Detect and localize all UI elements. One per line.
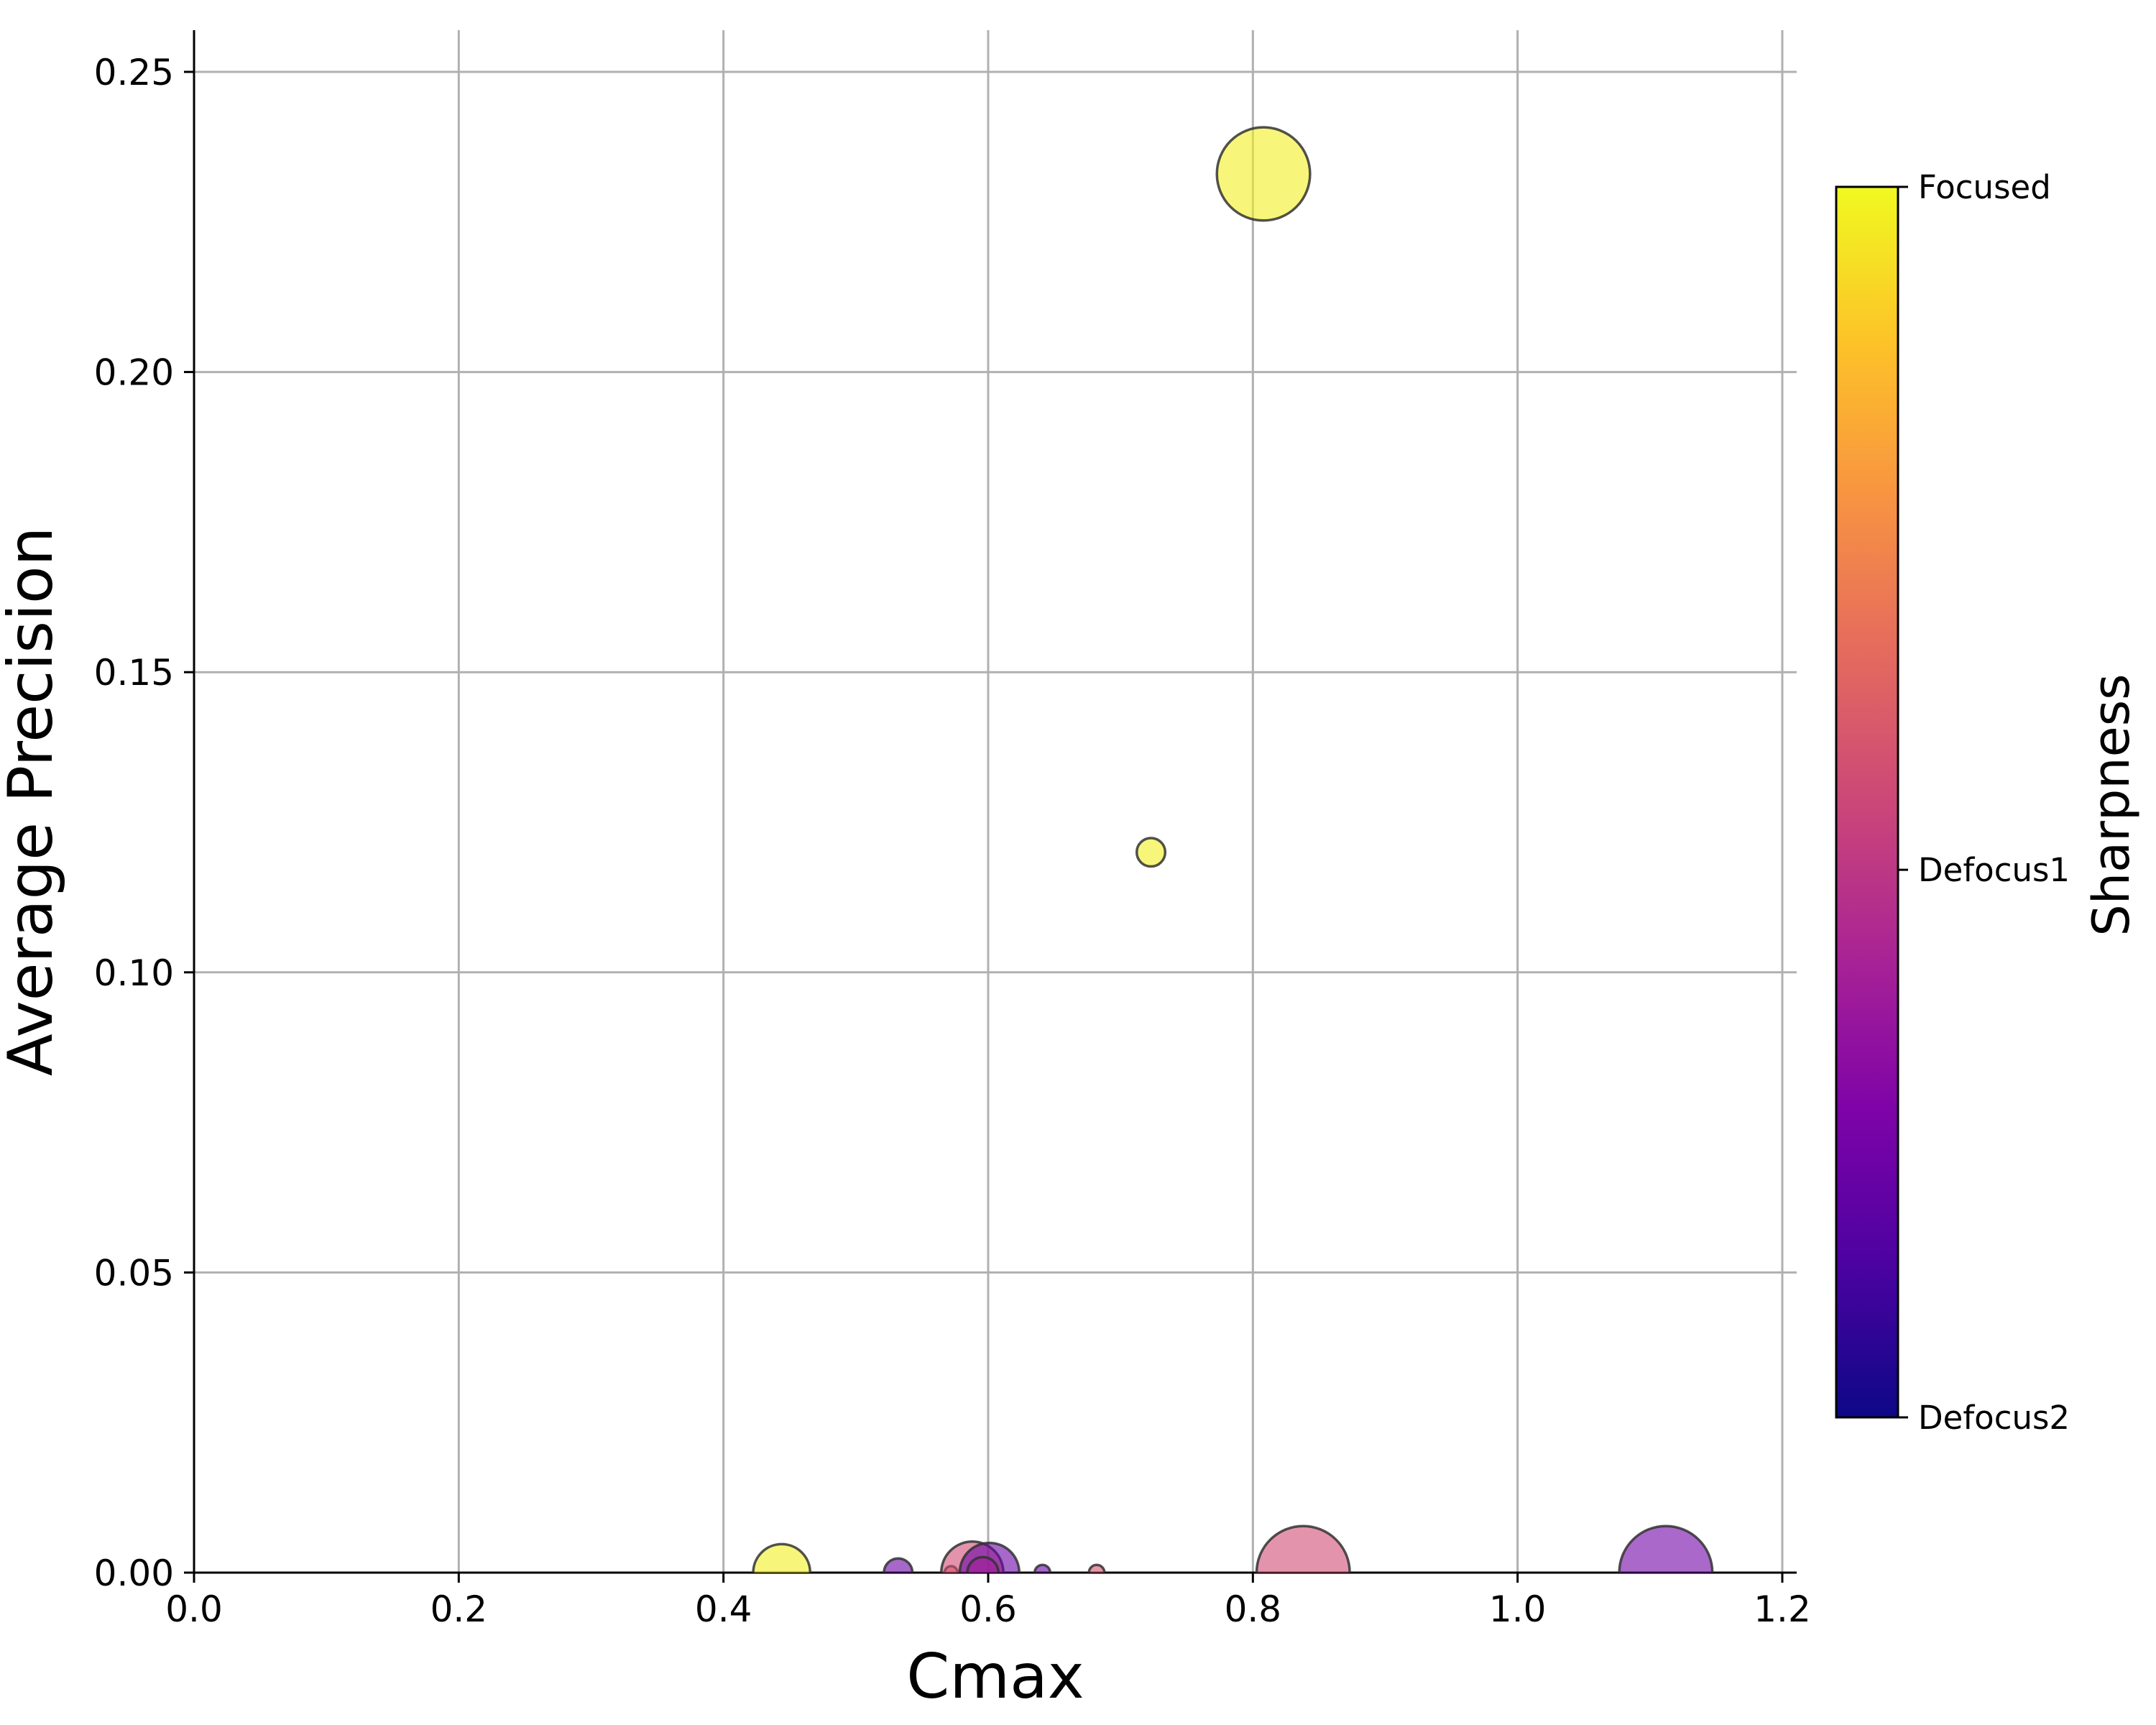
- x-tick-label: 0.4: [695, 1588, 752, 1630]
- colorbar: Focused Defocus1 Defocus2 Sharpness: [1835, 168, 2141, 1437]
- x-tick-label: 1.2: [1754, 1588, 1811, 1630]
- colorbar-title: Sharpness: [2082, 673, 2141, 936]
- data-point: [1087, 1563, 1106, 1573]
- data-point: [1255, 1524, 1351, 1573]
- axes: [193, 30, 1797, 1574]
- x-axis-title: Cmax: [906, 1641, 1084, 1713]
- data-point: [1215, 126, 1312, 222]
- y-tick-label: 0.25: [94, 52, 174, 93]
- data-point: [883, 1557, 914, 1573]
- data-point: [1618, 1524, 1714, 1573]
- tick-labels: 0.0 0.2 0.4 0.6 0.8 1.0 1.2 0.00 0.05 0.10 0.15 0.2…: [94, 52, 1811, 1630]
- grid-lines: [193, 30, 1797, 1574]
- y-tick-label: 0.05: [94, 1252, 174, 1294]
- y-axis-title: Average Precision: [0, 527, 67, 1076]
- data-point: [1135, 837, 1167, 868]
- data-points: [752, 126, 1714, 1573]
- y-tick-label: 0.10: [94, 952, 174, 994]
- colorbar-tick-label: Defocus1: [1918, 851, 2070, 889]
- colorbar-gradient: [1835, 185, 1899, 1419]
- y-tick-label: 0.00: [94, 1552, 174, 1594]
- data-point: [1033, 1563, 1052, 1573]
- colorbar-tick-label: Defocus2: [1918, 1399, 2070, 1437]
- colorbar-tick-label: Focused: [1918, 168, 2051, 206]
- data-point: [752, 1542, 812, 1573]
- x-tick-label: 0.8: [1225, 1588, 1282, 1630]
- x-tick-label: 1.0: [1489, 1588, 1547, 1630]
- y-tick-label: 0.15: [94, 652, 174, 694]
- x-tick-label: 0.2: [430, 1588, 488, 1630]
- x-tick-label: 0.6: [959, 1588, 1017, 1630]
- y-tick-label: 0.20: [94, 352, 174, 394]
- x-tick-label: 0.0: [165, 1588, 223, 1630]
- data-point: [966, 1555, 1000, 1573]
